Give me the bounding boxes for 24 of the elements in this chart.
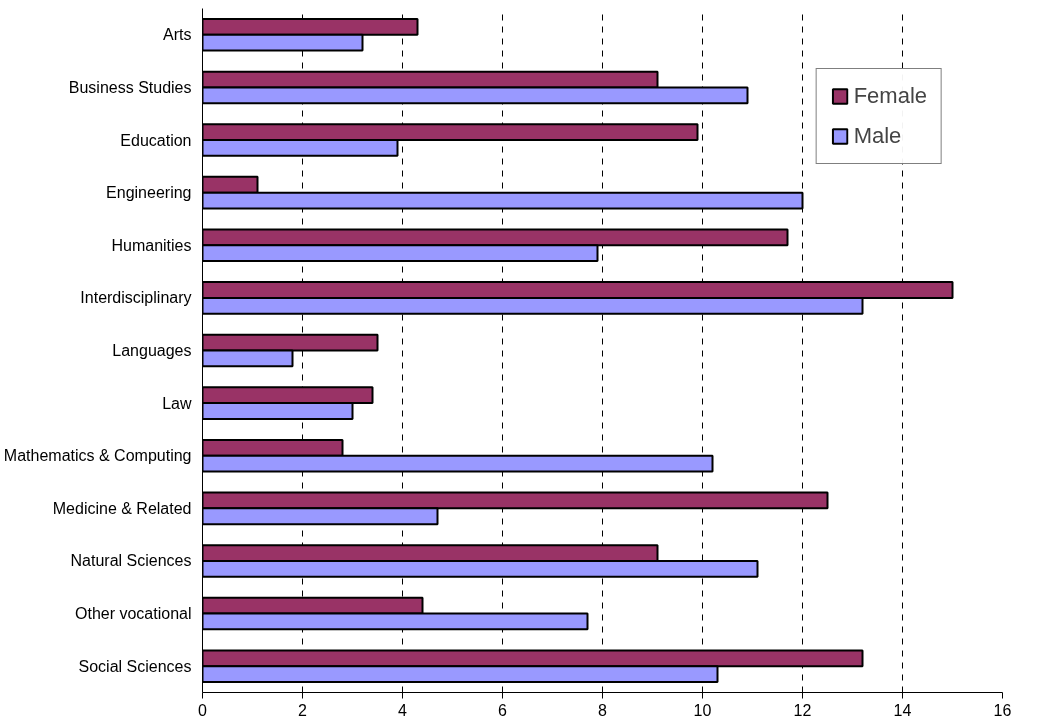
y-tick-label: Other vocational bbox=[74, 605, 192, 623]
x-tick-label: 12 bbox=[793, 701, 812, 718]
x-tick-label: 10 bbox=[693, 701, 712, 718]
x-tick-label: 0 bbox=[198, 701, 208, 718]
y-tick-label: Humanities bbox=[111, 236, 192, 254]
x-tick-label: 8 bbox=[598, 701, 608, 718]
y-tick-label: Business Studies bbox=[68, 78, 192, 96]
y-tick-label: Engineering bbox=[106, 184, 192, 202]
y-tick-label: Law bbox=[162, 394, 192, 412]
x-tick-label: 14 bbox=[893, 701, 912, 718]
y-tick-label: Social Sciences bbox=[78, 657, 192, 675]
y-tick-label: Languages bbox=[112, 342, 192, 359]
x-tick-label: 2 bbox=[298, 701, 308, 718]
y-tick-label: Interdisciplinary bbox=[80, 289, 192, 307]
y-tick-label: Mathematics & Computing bbox=[3, 447, 192, 465]
legend-label: Male bbox=[853, 123, 902, 149]
y-tick-label: Natural Sciences bbox=[70, 552, 192, 570]
legend-label: Female bbox=[853, 83, 927, 109]
x-tick-label: 6 bbox=[498, 701, 508, 718]
y-tick-label: Medicine & Related bbox=[52, 499, 192, 517]
x-tick-label: 16 bbox=[993, 701, 1012, 718]
x-tick-label: 4 bbox=[398, 701, 408, 718]
y-tick-label: Education bbox=[120, 131, 192, 149]
y-tick-label: Arts bbox=[163, 26, 192, 44]
